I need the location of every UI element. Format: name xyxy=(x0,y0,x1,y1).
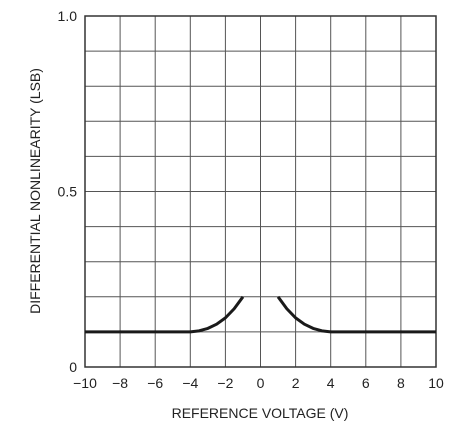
x-tick-label: 10 xyxy=(428,375,444,391)
series-line-1 xyxy=(85,295,245,334)
x-tick-label: −8 xyxy=(112,375,128,391)
x-tick-label: −2 xyxy=(217,375,233,391)
y-tick-label: 0 xyxy=(69,359,77,375)
x-tick-label: −6 xyxy=(147,375,163,391)
y-tick-label: 1.0 xyxy=(58,8,78,24)
x-tick-label: −10 xyxy=(73,375,97,391)
series-layer xyxy=(85,295,436,334)
x-tick-label: 2 xyxy=(292,375,300,391)
x-tick-label: 8 xyxy=(397,375,405,391)
x-tick-labels: −10 −8 −6 −4 −2 0 2 4 6 8 10 xyxy=(73,375,444,391)
x-axis-title: REFERENCE VOLTAGE (V) xyxy=(172,405,349,421)
y-tick-labels: 0 0.5 1.0 xyxy=(58,8,78,375)
x-tick-label: −4 xyxy=(182,375,198,391)
x-tick-label: 0 xyxy=(257,375,265,391)
x-tick-label: 4 xyxy=(327,375,335,391)
grid xyxy=(85,16,436,367)
y-axis-title: DIFFERENTIAL NONLINEARITY (LSB) xyxy=(27,68,43,314)
y-tick-label: 0.5 xyxy=(58,184,78,200)
plot-frame xyxy=(84,15,437,368)
x-tick-label: 6 xyxy=(362,375,370,391)
series-line-2 xyxy=(276,295,436,334)
